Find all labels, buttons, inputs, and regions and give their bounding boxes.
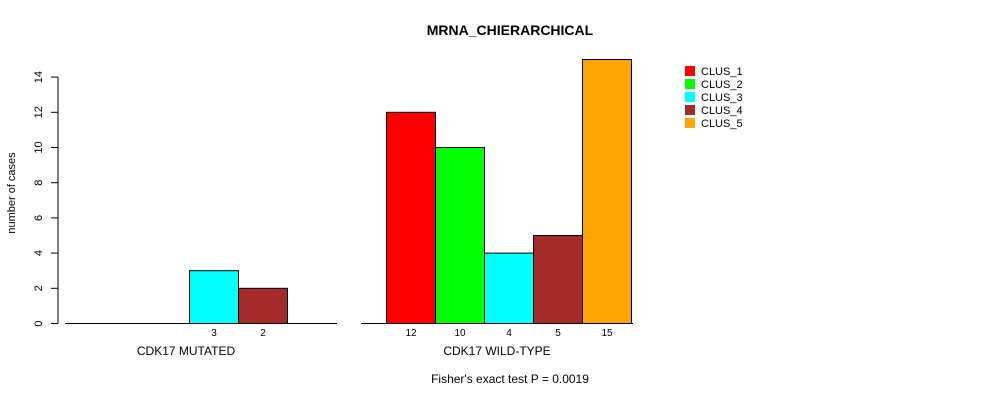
legend-swatch xyxy=(685,92,695,102)
legend-item: CLUS_2 xyxy=(685,79,743,91)
legend-swatch xyxy=(685,79,695,89)
y-axis: 0 2 4 6 8 10 12 14 xyxy=(33,71,59,327)
y-tick-label: 4 xyxy=(33,250,45,256)
bar-clus-2 xyxy=(435,147,485,324)
bar-clus-3 xyxy=(484,252,534,325)
legend-item: CLUS_1 xyxy=(685,66,743,78)
bars xyxy=(189,59,632,325)
bar-count-label: 4 xyxy=(506,328,512,339)
bar-clus-5 xyxy=(582,59,632,324)
legend-item: CLUS_5 xyxy=(685,118,743,130)
legend-swatch xyxy=(685,118,695,128)
chart-title: MRNA_CHIERARCHICAL xyxy=(427,22,594,38)
bar-clus-1 xyxy=(386,111,436,324)
y-tick-label: 8 xyxy=(33,180,45,186)
group-label: CDK17 MUTATED xyxy=(137,344,236,358)
bar-count-label: 2 xyxy=(260,328,266,339)
bar-count-label: 5 xyxy=(555,328,561,339)
footnote: Fisher's exact test P = 0.0019 xyxy=(431,372,589,386)
legend-label: CLUS_4 xyxy=(701,105,743,117)
legend-label: CLUS_3 xyxy=(701,92,743,104)
legend-item: CLUS_4 xyxy=(685,105,743,117)
group-labels: CDK17 MUTATED CDK17 WILD-TYPE xyxy=(137,344,551,358)
group-label: CDK17 WILD-TYPE xyxy=(443,344,550,358)
count-labels: 3 2 12 10 4 5 15 xyxy=(211,328,613,339)
bar-clus-4 xyxy=(533,235,583,324)
legend-item: CLUS_3 xyxy=(685,92,743,104)
bar-count-label: 3 xyxy=(211,328,217,339)
legend-swatch xyxy=(685,66,695,76)
bar-clus-3 xyxy=(189,270,239,325)
legend-label: CLUS_2 xyxy=(701,79,743,91)
bar-count-label: 15 xyxy=(601,328,613,339)
y-tick-label: 12 xyxy=(33,106,45,118)
bar-count-label: 12 xyxy=(405,328,417,339)
y-tick-label: 14 xyxy=(33,71,45,83)
bar-clus-4 xyxy=(238,287,288,324)
bar-count-label: 10 xyxy=(454,328,466,339)
y-tick-label: 10 xyxy=(33,141,45,153)
y-axis-label: number of cases xyxy=(6,152,18,234)
y-tick-label: 2 xyxy=(33,285,45,291)
y-tick-label: 6 xyxy=(33,215,45,221)
legend-swatch xyxy=(685,105,695,115)
legend-label: CLUS_1 xyxy=(701,66,743,78)
legend-label: CLUS_5 xyxy=(701,118,743,130)
y-tick-label: 0 xyxy=(33,320,45,326)
